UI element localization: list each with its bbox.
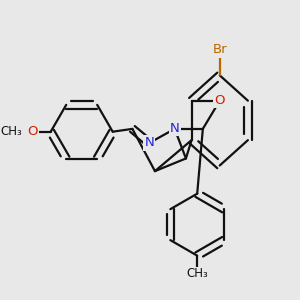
Text: O: O [27,125,38,138]
Text: N: N [170,122,179,135]
Text: Br: Br [212,44,227,56]
Text: O: O [214,94,225,107]
Text: N: N [144,136,154,149]
Text: CH₃: CH₃ [186,267,208,280]
Text: CH₃: CH₃ [0,125,22,138]
